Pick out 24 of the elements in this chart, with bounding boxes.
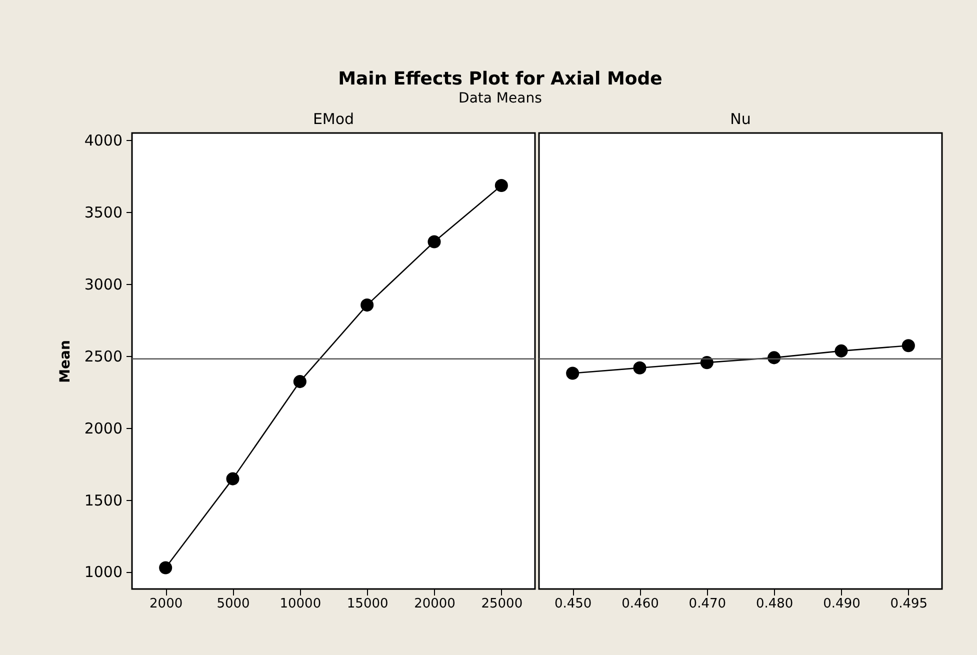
y-tick-label: 1500: [84, 491, 122, 510]
x-tick-label: 0.460: [622, 596, 659, 612]
x-tick-label: 15000: [346, 596, 388, 612]
x-tick-label: 25000: [481, 596, 523, 612]
chart-subtitle: Data Means: [458, 90, 542, 106]
x-tick-label: 2000: [150, 596, 183, 612]
y-tick-label: 4000: [84, 132, 122, 150]
y-axis-title: Mean: [57, 340, 74, 383]
x-tick-label: 0.470: [688, 596, 726, 612]
x-axis-title: EMod: [312, 110, 354, 128]
y-tick-label: 3000: [84, 276, 122, 294]
y-tick-label: 3500: [84, 204, 122, 222]
x-tick-label: 5000: [216, 596, 250, 612]
x-tick-label: 10000: [280, 596, 322, 612]
x-tick-label: 0.480: [756, 596, 794, 612]
x-tick-label: 20000: [414, 596, 456, 612]
y-tick-label: 1000: [84, 563, 122, 582]
x-tick-label: 0.490: [823, 596, 860, 612]
x-tick-label: 0.495: [890, 596, 928, 612]
x-tick-label: 0.450: [554, 596, 592, 612]
x-axis-title: Nu: [730, 110, 751, 128]
y-tick-label: 2500: [84, 347, 122, 366]
chart-title: Main Effects Plot for Axial Mode: [338, 68, 662, 90]
y-tick-label: 2000: [84, 419, 122, 438]
